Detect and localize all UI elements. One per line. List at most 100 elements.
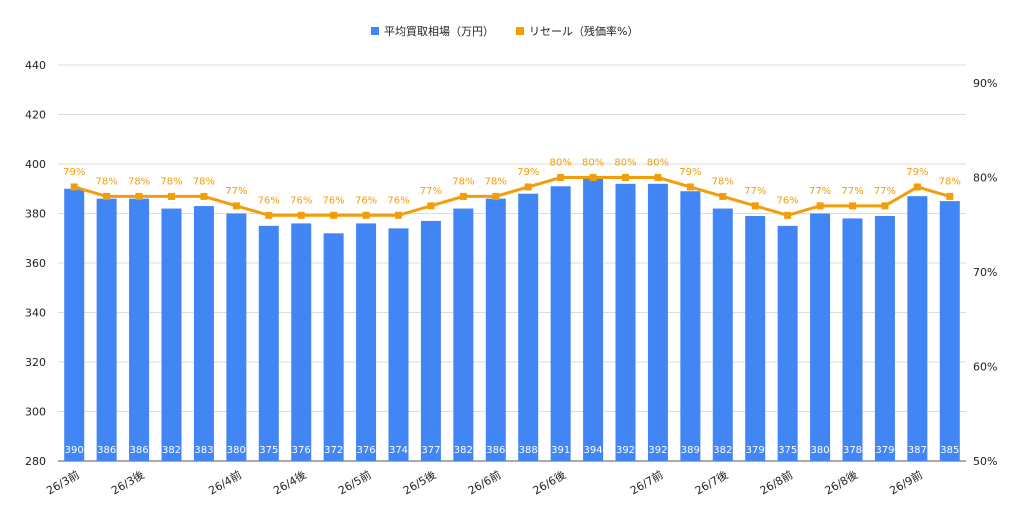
bar-value-label: 377 — [421, 445, 440, 456]
line-point — [751, 202, 759, 210]
line-value-label: 80% — [550, 158, 572, 169]
line-value-label: 77% — [841, 186, 863, 197]
bar-value-label: 380 — [811, 445, 830, 456]
bar-value-label: 379 — [746, 445, 765, 456]
bar-value-label: 375 — [259, 445, 278, 456]
line-value-label: 76% — [258, 195, 280, 206]
line-value-labels: 79% 78% 78% 78% 78% 77% 76% 76% 76% 76% 76% 77% 78% 7… — [63, 158, 961, 207]
line-value-label: 78% — [96, 176, 118, 187]
bar — [712, 208, 733, 461]
line-point — [103, 192, 111, 200]
left-axis-tick-label: 300 — [25, 406, 46, 419]
right-axis-tick-label: 50% — [973, 455, 997, 468]
x-axis-tick-label: 26/5前 — [336, 467, 374, 497]
x-axis-tick-label: 26/3前 — [44, 467, 82, 497]
right-axis-tick-label: 60% — [973, 361, 997, 374]
bar-value-label: 385 — [940, 445, 959, 456]
line-value-label: 78% — [939, 176, 961, 187]
left-axis-tick-label: 380 — [25, 208, 46, 221]
line-point — [297, 211, 305, 219]
left-axis-tick-label: 440 — [25, 59, 46, 72]
line-value-label: 80% — [614, 158, 636, 169]
bar-value-labels: 390 386 386 382 383 380 375 376 372 376 374 377 382 3… — [65, 445, 960, 456]
bar — [810, 213, 831, 461]
x-axis-tick-label: 26/6後 — [530, 467, 568, 497]
line-value-label: 78% — [712, 176, 734, 187]
bar-value-label: 379 — [875, 445, 894, 456]
bar — [323, 233, 344, 461]
line-value-label: 77% — [809, 186, 831, 197]
bar — [226, 213, 247, 461]
x-axis-tick-label: 26/7前 — [628, 467, 666, 497]
line-value-label: 76% — [323, 195, 345, 206]
bar-value-label: 382 — [454, 445, 473, 456]
bar — [615, 183, 636, 462]
bar — [420, 220, 441, 461]
bar — [907, 196, 928, 462]
x-axis-tick-label: 26/6前 — [465, 467, 503, 497]
x-axis-tick-label: 26/4後 — [271, 467, 309, 497]
line-path — [73, 176, 951, 217]
bar — [193, 206, 214, 461]
line-value-label: 77% — [874, 186, 896, 197]
bar — [939, 201, 960, 461]
line-point — [557, 174, 565, 181]
bar — [583, 178, 604, 461]
bar-value-label: 376 — [357, 445, 376, 456]
line-value-label: 77% — [225, 186, 247, 197]
line-point — [719, 192, 727, 200]
bar-value-label: 372 — [324, 445, 343, 456]
left-axis-tick-label: 400 — [25, 158, 46, 171]
line-value-label: 76% — [777, 195, 799, 206]
line-value-label: 78% — [485, 176, 507, 187]
line-value-label: 77% — [744, 186, 766, 197]
bar-value-label: 392 — [616, 445, 635, 456]
line-point — [168, 192, 175, 200]
bar — [518, 193, 539, 461]
line-point — [913, 183, 921, 191]
bar — [96, 198, 117, 461]
left-axis-tick-label: 360 — [25, 257, 46, 270]
line-point — [784, 211, 792, 219]
bar — [388, 228, 409, 461]
bar — [291, 223, 312, 461]
bar — [550, 186, 571, 461]
line-value-label: 79% — [63, 167, 85, 178]
line-point — [686, 183, 694, 191]
line-value-label: 76% — [387, 195, 409, 206]
x-axis-tick-label: 26/3後 — [109, 467, 147, 497]
bar-value-label: 380 — [227, 445, 246, 456]
line-value-label: 76% — [290, 195, 312, 206]
right-axis-tick-label: 70% — [973, 266, 997, 279]
bar — [777, 225, 798, 461]
bar — [161, 208, 182, 461]
line-value-label: 77% — [420, 186, 442, 197]
line-point — [232, 202, 240, 210]
line-point — [524, 183, 532, 191]
line-point — [362, 211, 370, 219]
left-axis-tick-label: 420 — [25, 109, 46, 122]
line-point — [816, 202, 824, 210]
bar-value-label: 392 — [648, 445, 667, 456]
bar-value-label: 388 — [519, 445, 538, 456]
right-axis-tick-label: 80% — [973, 172, 997, 185]
bar — [356, 223, 377, 461]
bar — [647, 183, 668, 462]
bar — [129, 198, 150, 461]
left-axis-tick-label: 320 — [25, 356, 46, 369]
x-axis-tick-label: 26/7後 — [692, 467, 730, 497]
line-series — [70, 174, 954, 219]
left-axis-tick-label: 340 — [25, 307, 46, 320]
x-axis-tick-label: 26/8前 — [757, 467, 795, 497]
legend-label-line: リセール（残価率%） — [529, 24, 638, 38]
bar-value-label: 386 — [130, 445, 149, 456]
line-point — [622, 174, 629, 181]
left-axis-tick-label: 280 — [25, 455, 46, 468]
right-axis-tick-label: 90% — [973, 77, 997, 90]
x-axis-tick-label: 26/8後 — [822, 467, 860, 497]
line-point — [427, 202, 435, 210]
x-axis: 26/3前 26/3後 26/4前 26/4後 26/5前 26/5後 26/6前 26/6後… — [44, 467, 925, 497]
bar-value-label: 389 — [681, 445, 700, 456]
bar-value-label: 382 — [713, 445, 732, 456]
